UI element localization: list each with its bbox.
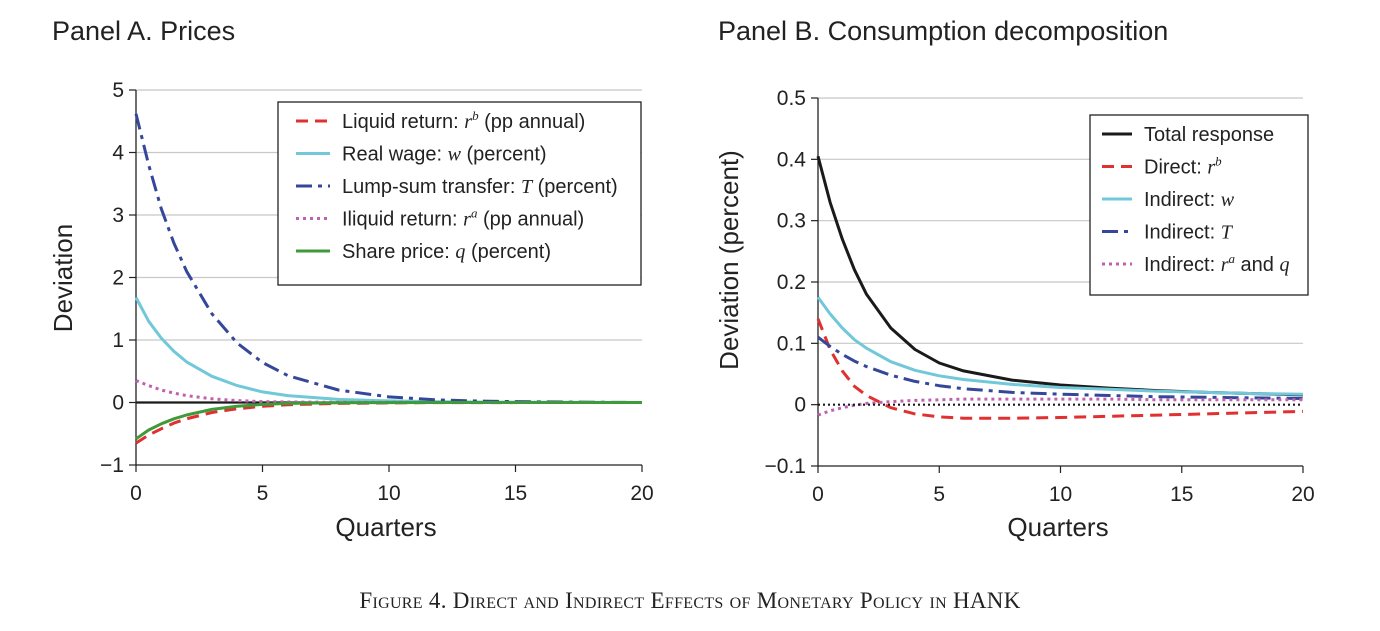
y-tick-label: 0.3 xyxy=(777,210,806,233)
y-tick-label: 0.4 xyxy=(777,148,807,171)
y-tick-label: 3 xyxy=(112,204,124,227)
series-line-2 xyxy=(816,296,1304,396)
x-tick-label: 5 xyxy=(257,482,269,505)
x-tick-label: 20 xyxy=(1291,483,1314,506)
x-tick-label: 0 xyxy=(130,482,142,505)
y-tick-label: 2 xyxy=(112,267,124,290)
series-line-3 xyxy=(135,379,642,404)
legend-entry: Lump-sum transfer: T (percent) xyxy=(342,176,618,198)
series-line-3 xyxy=(817,336,1304,400)
y-tick-label: 0 xyxy=(112,392,124,415)
series-line-1 xyxy=(816,318,1304,420)
legend-entry: Share price: q (percent) xyxy=(342,241,551,263)
legend-entry: Indirect: ra and q xyxy=(1144,251,1289,276)
legend-entry: Liquid return: rb (pp annual) xyxy=(342,108,585,133)
charts-canvas: −1 0 1 2 3 4 5 0 5 10 15 20 Quarters Deviation Liquid … xyxy=(48,79,1315,542)
legend-box xyxy=(1089,114,1309,296)
series-line-4 xyxy=(135,401,642,441)
legend-entry: Total response xyxy=(1144,124,1274,146)
x-tick-label: 20 xyxy=(630,482,653,505)
panel-a-title: Panel A. Prices xyxy=(52,16,236,46)
y-axis-label: Deviation (percent) xyxy=(714,150,744,370)
y-tick-label: 0.2 xyxy=(777,271,806,294)
legend-entry: Indirect: T xyxy=(1144,222,1234,244)
legend-entry: Real wage: w (percent) xyxy=(342,144,547,166)
y-axis-label: Deviation xyxy=(48,224,78,332)
x-tick-label: 15 xyxy=(504,482,527,505)
x-axis-label: Quarters xyxy=(335,512,436,542)
x-tick-label: 15 xyxy=(1170,483,1193,506)
legend-entry: Indirect: w xyxy=(1144,189,1235,211)
x-tick-label: 10 xyxy=(377,482,400,505)
legend-entry: Direct: rb xyxy=(1144,154,1222,179)
y-tick-label: 0.1 xyxy=(777,332,806,355)
panel-b-chart: −0.1 0 0.1 0.2 0.3 0.4 0.5 0 5 10 15 20 Quarters Devi… xyxy=(714,87,1315,542)
y-tick-label: 0 xyxy=(794,394,806,417)
x-tick-label: 5 xyxy=(933,483,945,506)
figure-caption: Figure 4. Direct and Indirect Effects of… xyxy=(359,588,1021,613)
y-tick-label: −1 xyxy=(100,454,124,477)
y-tick-label: 0.5 xyxy=(777,87,806,110)
panel-a-chart: −1 0 1 2 3 4 5 0 5 10 15 20 Quarters Deviation Liquid … xyxy=(48,79,654,542)
y-tick-label: 1 xyxy=(112,329,124,352)
legend-entry: Iliquid return: ra (pp annual) xyxy=(342,206,584,231)
legend: Liquid return: rb (pp annual) Real wage: … xyxy=(277,101,642,286)
y-tick-label: −0.1 xyxy=(765,455,806,478)
y-tick-label: 4 xyxy=(112,142,124,165)
panel-b-title: Panel B. Consumption decomposition xyxy=(718,16,1169,46)
y-tick-label: 5 xyxy=(112,79,124,102)
x-axis-label: Quarters xyxy=(1007,512,1108,542)
legend: Total response Direct: rb Indirect: w Indi… xyxy=(1089,114,1309,296)
x-tick-label: 10 xyxy=(1049,483,1072,506)
series-line-4 xyxy=(817,397,1303,417)
legend-box xyxy=(277,101,642,286)
x-tick-label: 0 xyxy=(812,483,824,506)
